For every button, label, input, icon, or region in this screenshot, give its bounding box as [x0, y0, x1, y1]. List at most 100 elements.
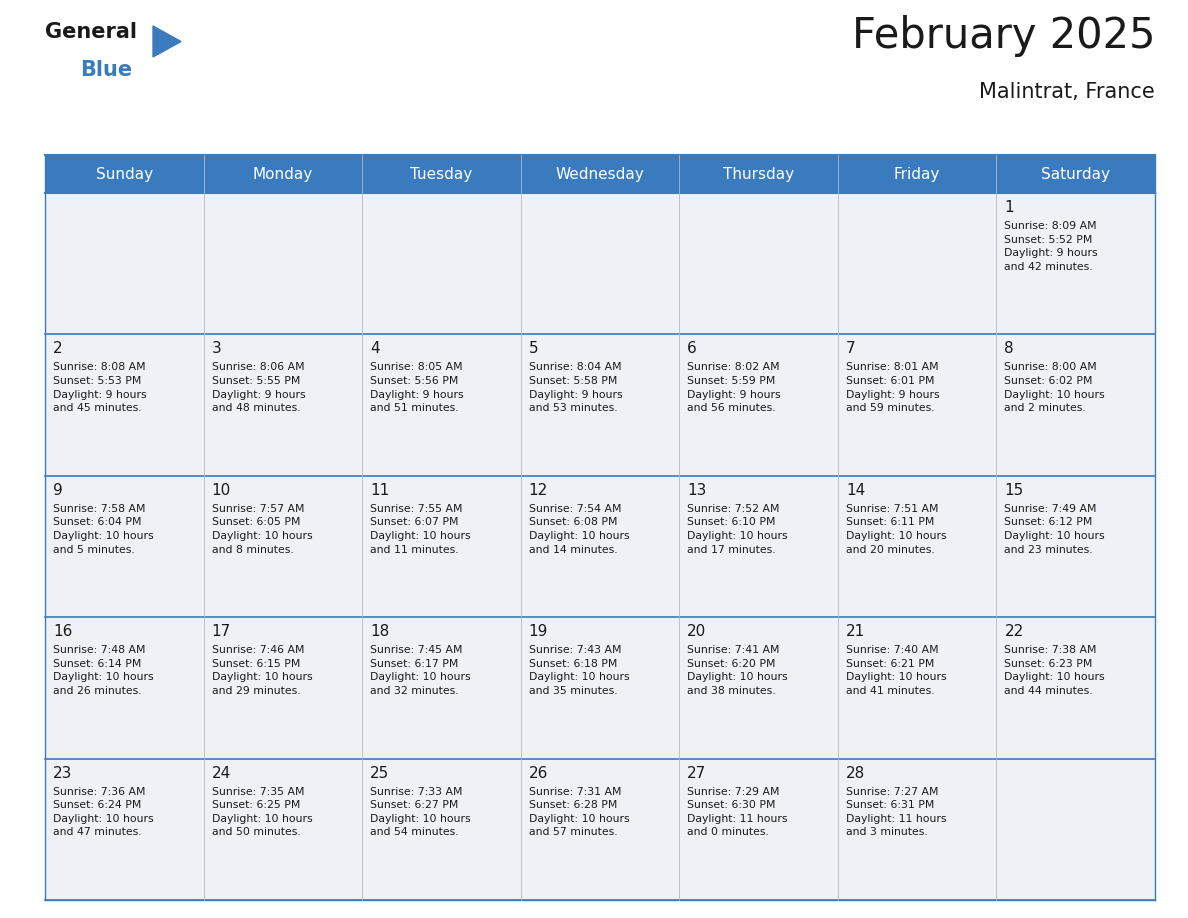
Text: 8: 8: [1004, 341, 1015, 356]
Bar: [838, 334, 997, 476]
Bar: [680, 758, 838, 900]
Text: Sunrise: 7:40 AM
Sunset: 6:21 PM
Daylight: 10 hours
and 41 minutes.: Sunrise: 7:40 AM Sunset: 6:21 PM Dayligh…: [846, 645, 947, 696]
Text: 2: 2: [53, 341, 63, 356]
Bar: [45, 476, 203, 617]
Bar: [838, 617, 997, 758]
Text: 7: 7: [846, 341, 855, 356]
Text: 18: 18: [371, 624, 390, 639]
Text: 22: 22: [1004, 624, 1024, 639]
Text: Sunrise: 8:04 AM
Sunset: 5:58 PM
Daylight: 9 hours
and 53 minutes.: Sunrise: 8:04 AM Sunset: 5:58 PM Dayligh…: [529, 363, 623, 413]
Bar: [203, 193, 362, 334]
Text: 1: 1: [1004, 200, 1015, 215]
Bar: [838, 476, 997, 617]
Bar: [362, 476, 520, 617]
Text: 27: 27: [688, 766, 707, 780]
Text: Blue: Blue: [80, 60, 132, 80]
Text: 6: 6: [688, 341, 697, 356]
Text: 21: 21: [846, 624, 865, 639]
Text: Sunday: Sunday: [96, 166, 153, 182]
Text: 11: 11: [371, 483, 390, 498]
Bar: [997, 617, 1155, 758]
Text: Sunrise: 8:02 AM
Sunset: 5:59 PM
Daylight: 9 hours
and 56 minutes.: Sunrise: 8:02 AM Sunset: 5:59 PM Dayligh…: [688, 363, 781, 413]
Text: 28: 28: [846, 766, 865, 780]
Bar: [45, 155, 1155, 193]
Bar: [997, 334, 1155, 476]
Text: 16: 16: [53, 624, 72, 639]
Text: Sunrise: 7:48 AM
Sunset: 6:14 PM
Daylight: 10 hours
and 26 minutes.: Sunrise: 7:48 AM Sunset: 6:14 PM Dayligh…: [53, 645, 153, 696]
Bar: [680, 193, 838, 334]
Text: General: General: [45, 22, 137, 42]
Bar: [362, 193, 520, 334]
Text: Sunrise: 8:00 AM
Sunset: 6:02 PM
Daylight: 10 hours
and 2 minutes.: Sunrise: 8:00 AM Sunset: 6:02 PM Dayligh…: [1004, 363, 1105, 413]
Bar: [203, 334, 362, 476]
Text: 4: 4: [371, 341, 380, 356]
Bar: [680, 617, 838, 758]
Bar: [520, 334, 680, 476]
Text: Sunrise: 7:36 AM
Sunset: 6:24 PM
Daylight: 10 hours
and 47 minutes.: Sunrise: 7:36 AM Sunset: 6:24 PM Dayligh…: [53, 787, 153, 837]
Text: Sunrise: 7:38 AM
Sunset: 6:23 PM
Daylight: 10 hours
and 44 minutes.: Sunrise: 7:38 AM Sunset: 6:23 PM Dayligh…: [1004, 645, 1105, 696]
Text: Sunrise: 7:27 AM
Sunset: 6:31 PM
Daylight: 11 hours
and 3 minutes.: Sunrise: 7:27 AM Sunset: 6:31 PM Dayligh…: [846, 787, 947, 837]
Bar: [997, 476, 1155, 617]
Text: Sunrise: 7:55 AM
Sunset: 6:07 PM
Daylight: 10 hours
and 11 minutes.: Sunrise: 7:55 AM Sunset: 6:07 PM Dayligh…: [371, 504, 470, 554]
Text: Sunrise: 7:29 AM
Sunset: 6:30 PM
Daylight: 11 hours
and 0 minutes.: Sunrise: 7:29 AM Sunset: 6:30 PM Dayligh…: [688, 787, 788, 837]
Text: 13: 13: [688, 483, 707, 498]
Text: Sunrise: 7:54 AM
Sunset: 6:08 PM
Daylight: 10 hours
and 14 minutes.: Sunrise: 7:54 AM Sunset: 6:08 PM Dayligh…: [529, 504, 630, 554]
Bar: [203, 758, 362, 900]
Text: 19: 19: [529, 624, 548, 639]
Bar: [997, 193, 1155, 334]
Text: Saturday: Saturday: [1041, 166, 1111, 182]
Text: February 2025: February 2025: [852, 15, 1155, 57]
Text: Sunrise: 7:49 AM
Sunset: 6:12 PM
Daylight: 10 hours
and 23 minutes.: Sunrise: 7:49 AM Sunset: 6:12 PM Dayligh…: [1004, 504, 1105, 554]
Bar: [362, 617, 520, 758]
Text: 12: 12: [529, 483, 548, 498]
Text: 26: 26: [529, 766, 548, 780]
Bar: [997, 758, 1155, 900]
Text: Malintrat, France: Malintrat, France: [979, 82, 1155, 102]
Bar: [362, 758, 520, 900]
Text: 15: 15: [1004, 483, 1024, 498]
Text: Sunrise: 7:35 AM
Sunset: 6:25 PM
Daylight: 10 hours
and 50 minutes.: Sunrise: 7:35 AM Sunset: 6:25 PM Dayligh…: [211, 787, 312, 837]
Bar: [838, 758, 997, 900]
Text: Wednesday: Wednesday: [556, 166, 644, 182]
Bar: [520, 758, 680, 900]
Text: Tuesday: Tuesday: [410, 166, 473, 182]
Text: 23: 23: [53, 766, 72, 780]
Bar: [203, 617, 362, 758]
Text: 24: 24: [211, 766, 230, 780]
Bar: [680, 334, 838, 476]
Text: Sunrise: 7:58 AM
Sunset: 6:04 PM
Daylight: 10 hours
and 5 minutes.: Sunrise: 7:58 AM Sunset: 6:04 PM Dayligh…: [53, 504, 153, 554]
Text: Sunrise: 8:01 AM
Sunset: 6:01 PM
Daylight: 9 hours
and 59 minutes.: Sunrise: 8:01 AM Sunset: 6:01 PM Dayligh…: [846, 363, 940, 413]
Bar: [45, 334, 203, 476]
Text: 17: 17: [211, 624, 230, 639]
Text: 5: 5: [529, 341, 538, 356]
Bar: [45, 617, 203, 758]
Text: Sunrise: 7:31 AM
Sunset: 6:28 PM
Daylight: 10 hours
and 57 minutes.: Sunrise: 7:31 AM Sunset: 6:28 PM Dayligh…: [529, 787, 630, 837]
Text: Sunrise: 7:33 AM
Sunset: 6:27 PM
Daylight: 10 hours
and 54 minutes.: Sunrise: 7:33 AM Sunset: 6:27 PM Dayligh…: [371, 787, 470, 837]
Text: Sunrise: 7:52 AM
Sunset: 6:10 PM
Daylight: 10 hours
and 17 minutes.: Sunrise: 7:52 AM Sunset: 6:10 PM Dayligh…: [688, 504, 788, 554]
Text: Sunrise: 7:57 AM
Sunset: 6:05 PM
Daylight: 10 hours
and 8 minutes.: Sunrise: 7:57 AM Sunset: 6:05 PM Dayligh…: [211, 504, 312, 554]
Text: 20: 20: [688, 624, 707, 639]
Bar: [203, 476, 362, 617]
Text: Sunrise: 7:51 AM
Sunset: 6:11 PM
Daylight: 10 hours
and 20 minutes.: Sunrise: 7:51 AM Sunset: 6:11 PM Dayligh…: [846, 504, 947, 554]
Text: Sunrise: 7:41 AM
Sunset: 6:20 PM
Daylight: 10 hours
and 38 minutes.: Sunrise: 7:41 AM Sunset: 6:20 PM Dayligh…: [688, 645, 788, 696]
Bar: [520, 617, 680, 758]
Text: 25: 25: [371, 766, 390, 780]
Text: 9: 9: [53, 483, 63, 498]
Text: Monday: Monday: [253, 166, 312, 182]
Bar: [45, 758, 203, 900]
Text: 14: 14: [846, 483, 865, 498]
Bar: [362, 334, 520, 476]
Text: Sunrise: 7:45 AM
Sunset: 6:17 PM
Daylight: 10 hours
and 32 minutes.: Sunrise: 7:45 AM Sunset: 6:17 PM Dayligh…: [371, 645, 470, 696]
Text: Thursday: Thursday: [723, 166, 794, 182]
Bar: [520, 476, 680, 617]
Text: Sunrise: 7:43 AM
Sunset: 6:18 PM
Daylight: 10 hours
and 35 minutes.: Sunrise: 7:43 AM Sunset: 6:18 PM Dayligh…: [529, 645, 630, 696]
Bar: [45, 193, 203, 334]
Polygon shape: [153, 26, 181, 57]
Text: 3: 3: [211, 341, 221, 356]
Text: Sunrise: 8:06 AM
Sunset: 5:55 PM
Daylight: 9 hours
and 48 minutes.: Sunrise: 8:06 AM Sunset: 5:55 PM Dayligh…: [211, 363, 305, 413]
Bar: [520, 193, 680, 334]
Text: Friday: Friday: [893, 166, 941, 182]
Text: 10: 10: [211, 483, 230, 498]
Text: Sunrise: 7:46 AM
Sunset: 6:15 PM
Daylight: 10 hours
and 29 minutes.: Sunrise: 7:46 AM Sunset: 6:15 PM Dayligh…: [211, 645, 312, 696]
Text: Sunrise: 8:05 AM
Sunset: 5:56 PM
Daylight: 9 hours
and 51 minutes.: Sunrise: 8:05 AM Sunset: 5:56 PM Dayligh…: [371, 363, 463, 413]
